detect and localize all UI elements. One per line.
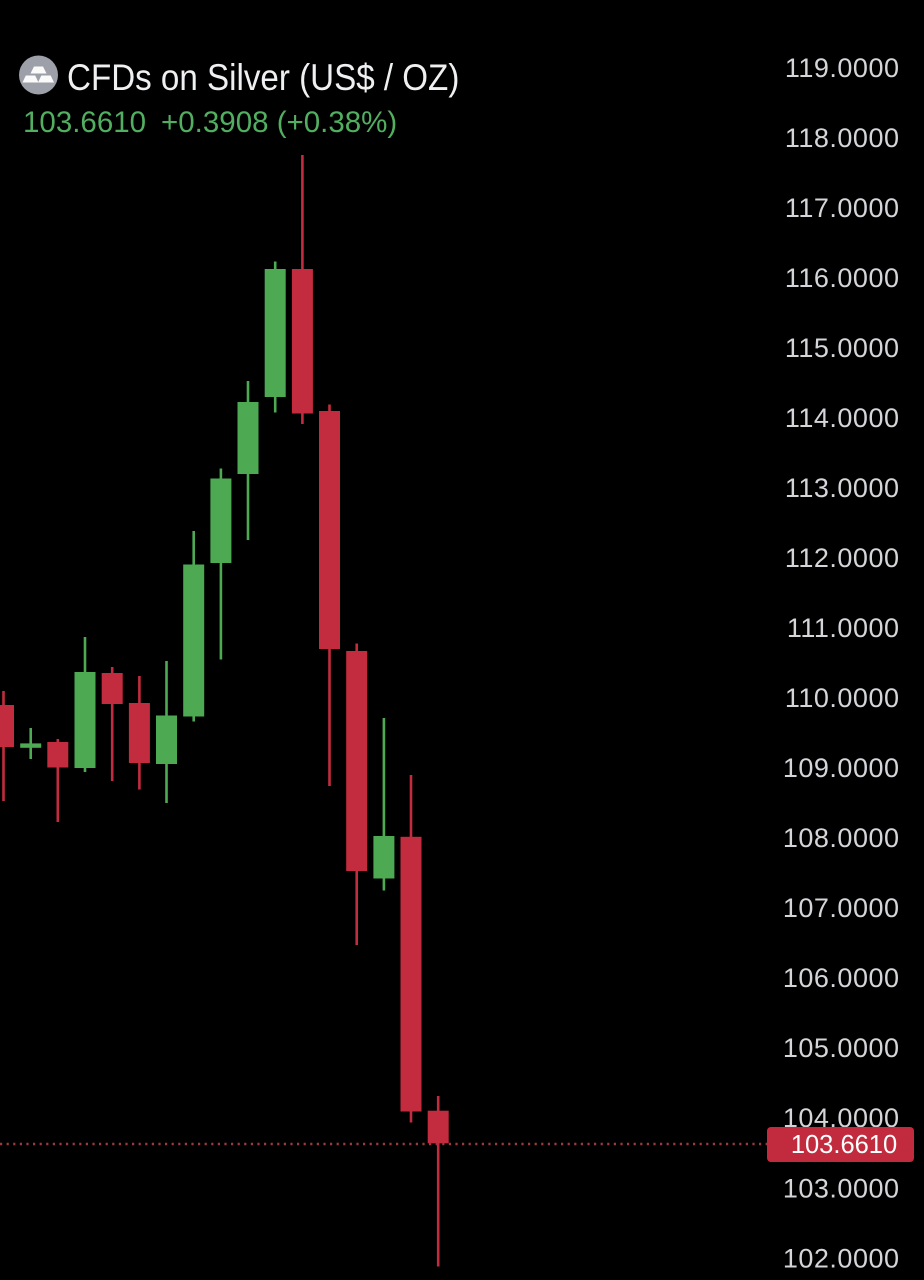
svg-text:103.6610: 103.6610 xyxy=(791,1131,897,1159)
svg-text:106.0000: 106.0000 xyxy=(783,963,900,993)
svg-text:116.0000: 116.0000 xyxy=(785,263,900,293)
svg-text:114.0000: 114.0000 xyxy=(785,403,900,433)
svg-text:112.0000: 112.0000 xyxy=(785,543,900,573)
svg-text:102.0000: 102.0000 xyxy=(783,1243,900,1273)
svg-text:103.0000: 103.0000 xyxy=(783,1173,900,1203)
svg-text:118.0000: 118.0000 xyxy=(785,123,900,153)
svg-text:119.0000: 119.0000 xyxy=(785,53,900,83)
svg-text:105.0000: 105.0000 xyxy=(783,1033,900,1063)
svg-text:109.0000: 109.0000 xyxy=(783,753,900,783)
svg-text:111.0000: 111.0000 xyxy=(787,613,900,643)
svg-text:115.0000: 115.0000 xyxy=(785,333,900,363)
svg-text:113.0000: 113.0000 xyxy=(785,473,900,503)
svg-text:108.0000: 108.0000 xyxy=(783,823,900,853)
svg-text:107.0000: 107.0000 xyxy=(783,893,900,923)
svg-text:117.0000: 117.0000 xyxy=(785,193,900,223)
svg-text:110.0000: 110.0000 xyxy=(785,683,900,713)
